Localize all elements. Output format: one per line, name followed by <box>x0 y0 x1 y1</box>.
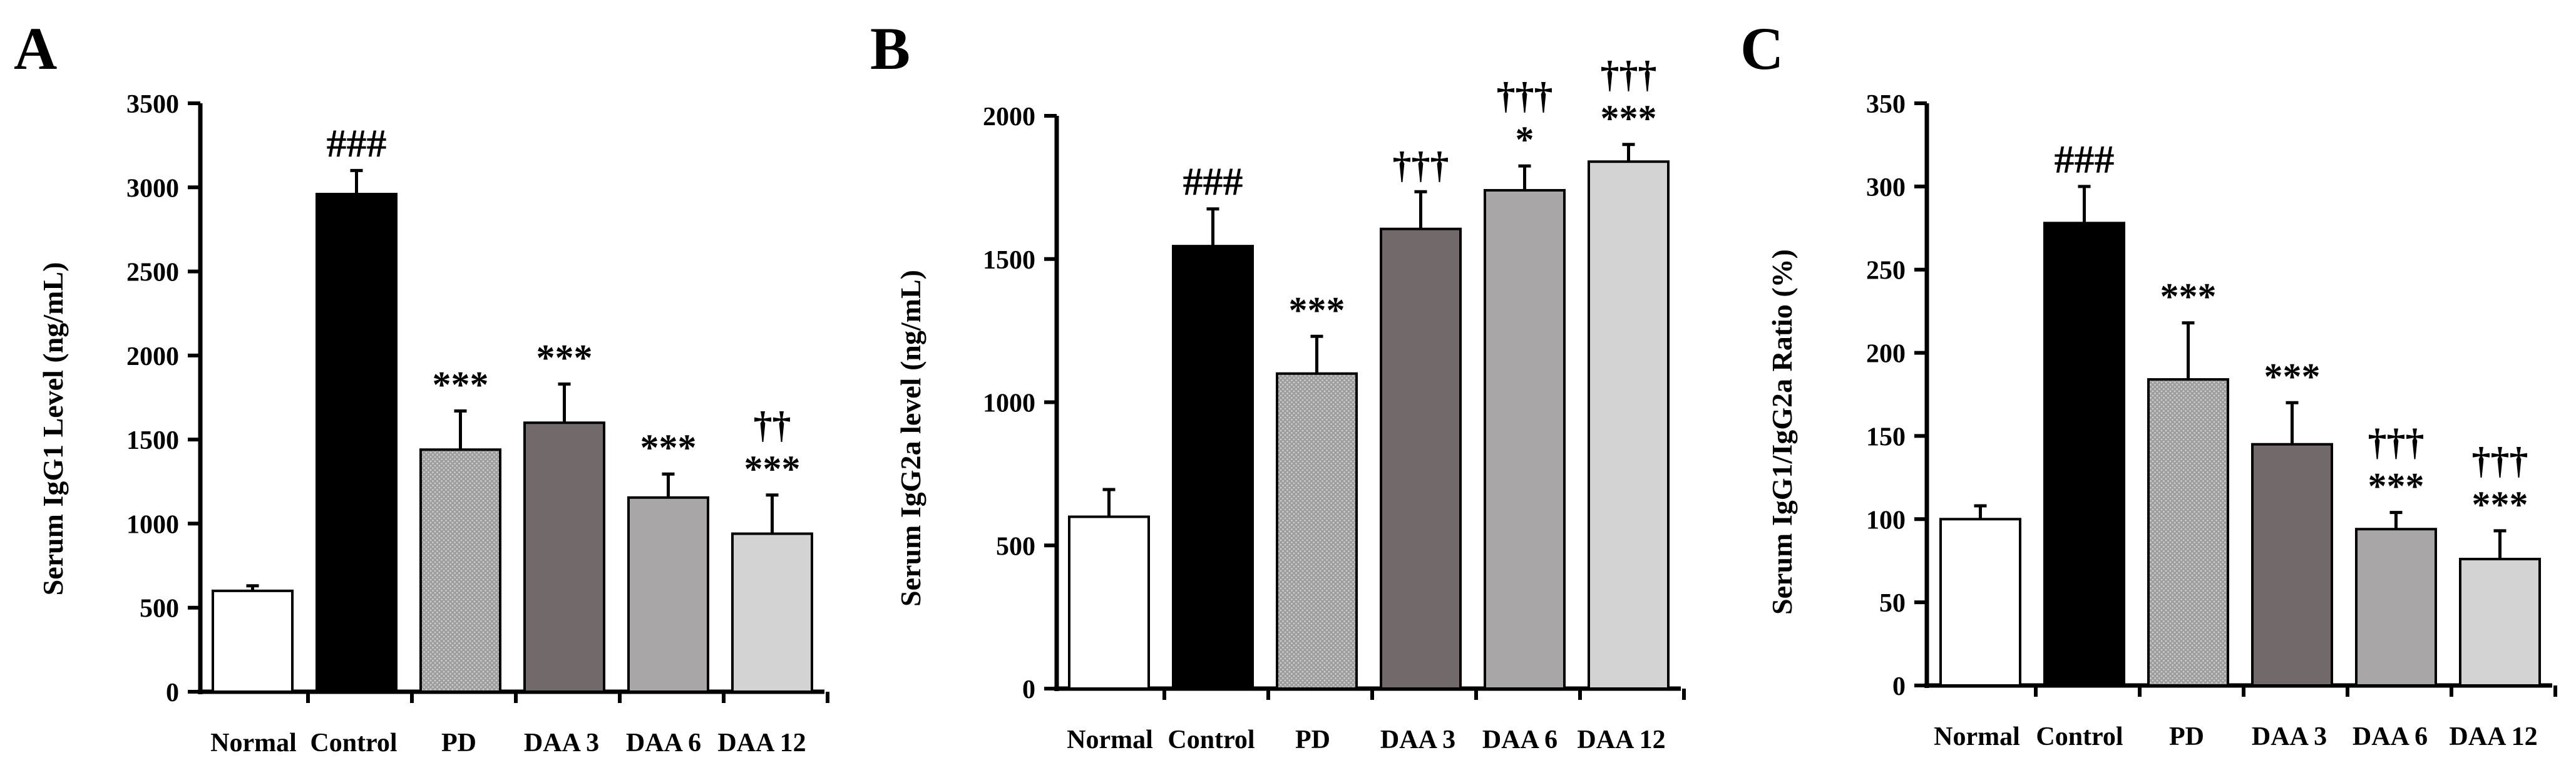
y-tick-label: 500 <box>996 532 1035 561</box>
x-tick-label: PD <box>441 729 476 757</box>
bar-normal <box>1068 515 1150 690</box>
significance-mark: *** <box>1289 289 1345 331</box>
x-tick-label: DAA 3 <box>1380 726 1455 754</box>
panel-label: A <box>14 15 57 82</box>
x-tick-label: Normal <box>1934 722 2020 751</box>
significance-mark: †† <box>754 404 791 446</box>
x-tick-label: DAA 12 <box>717 729 806 757</box>
bar-daa-6 <box>627 496 709 693</box>
y-axis-label: Serum IgG2a level (ng/mL) <box>895 270 926 607</box>
significance-mark: *** <box>2264 356 2321 397</box>
significance-mark: * <box>1516 119 1534 160</box>
bar-control <box>316 193 398 693</box>
panel-c: C Serum IgG1/IgG2a Ratio (%) 0 50 100 150 20… <box>1740 15 2557 751</box>
y-tick-label: 0 <box>166 679 179 707</box>
bar-control <box>2043 222 2125 687</box>
significance-mark: ††† <box>1497 75 1553 116</box>
bar-normal <box>1939 518 2021 687</box>
bar-daa-6 <box>1484 188 1566 690</box>
significance-mark: *** <box>536 337 593 379</box>
x-tick-label: DAA 3 <box>524 729 599 757</box>
bar-pd <box>419 448 501 693</box>
y-tick-label: 3000 <box>126 174 179 203</box>
x-tick-label: Normal <box>1067 726 1153 754</box>
significance-mark: ††† <box>1601 54 1657 95</box>
panel-label: C <box>1740 15 1783 82</box>
bar-daa-12 <box>2459 558 2541 687</box>
significance-mark: *** <box>744 448 801 490</box>
bar-daa-12 <box>731 532 813 693</box>
x-tick-label: Control <box>1167 726 1255 754</box>
y-tick-label: 1500 <box>126 426 179 455</box>
y-tick-label: 2000 <box>983 103 1035 131</box>
x-tick-label: DAA 12 <box>2449 722 2537 751</box>
significance-mark: ††† <box>1393 145 1449 186</box>
x-tick-label: DAA 3 <box>2252 722 2327 751</box>
significance-mark: ††† <box>2368 422 2425 463</box>
x-tick-label: DAA 6 <box>2353 722 2428 751</box>
y-tick-label: 100 <box>1866 506 1906 535</box>
bar-pd <box>1276 372 1358 690</box>
panel-a: A Serum IgG1 Level (ng/mL) 0 500 1000 1500 2… <box>14 15 829 757</box>
bar-daa-3 <box>523 421 605 693</box>
significance-mark: ### <box>327 121 387 165</box>
x-tick-label: PD <box>2169 722 2204 751</box>
y-tick-label: 500 <box>140 595 179 624</box>
x-tick-label: Control <box>310 729 397 757</box>
y-axis-label: Serum IgG1 Level (ng/mL) <box>37 262 69 596</box>
bar-control <box>1172 245 1254 690</box>
significance-mark: *** <box>2368 466 2425 507</box>
significance-mark: *** <box>433 364 489 405</box>
bar-pd <box>2147 378 2229 687</box>
y-tick-label: 50 <box>1879 589 1906 618</box>
significance-mark: ### <box>2055 137 2115 182</box>
y-tick-label: 2500 <box>126 259 179 287</box>
y-tick-label: 350 <box>1866 90 1906 119</box>
x-tick-label: PD <box>1295 726 1330 754</box>
significance-mark: *** <box>2160 276 2217 317</box>
bar-normal <box>212 589 294 693</box>
bar-daa-6 <box>2355 528 2437 687</box>
bar-daa-3 <box>2251 443 2333 687</box>
bar-daa-12 <box>1588 160 1670 690</box>
significance-mark: ### <box>1183 160 1243 204</box>
y-axis-label: Serum IgG1/IgG2a Ratio (%) <box>1766 249 1798 615</box>
y-tick-label: 2000 <box>126 342 179 371</box>
y-tick-label: 200 <box>1866 340 1906 369</box>
x-tick-label: DAA 12 <box>1577 726 1665 754</box>
x-tick-label: DAA 6 <box>626 729 701 757</box>
bar-daa-3 <box>1380 227 1462 690</box>
y-tick-label: 150 <box>1866 423 1906 451</box>
panel-b: B Serum IgG2a level (ng/mL) 0 500 1000 1500… <box>870 15 1686 754</box>
y-tick-label: 0 <box>1892 672 1906 701</box>
x-tick-label: DAA 6 <box>1482 726 1557 754</box>
panel-label: B <box>870 15 910 82</box>
y-tick-label: 3500 <box>126 90 179 119</box>
y-tick-label: 250 <box>1866 257 1906 285</box>
significance-mark: *** <box>2472 484 2528 525</box>
x-tick-label: Normal <box>210 729 297 757</box>
y-tick-label: 1000 <box>983 389 1035 418</box>
significance-mark: *** <box>640 427 697 468</box>
significance-mark: *** <box>1601 98 1657 139</box>
y-tick-label: 300 <box>1866 173 1906 202</box>
significance-mark: ††† <box>2472 440 2528 481</box>
y-tick-label: 0 <box>1022 675 1035 704</box>
y-tick-label: 1000 <box>126 510 179 539</box>
x-tick-label: Control <box>2036 722 2123 751</box>
y-tick-label: 1500 <box>983 246 1035 275</box>
